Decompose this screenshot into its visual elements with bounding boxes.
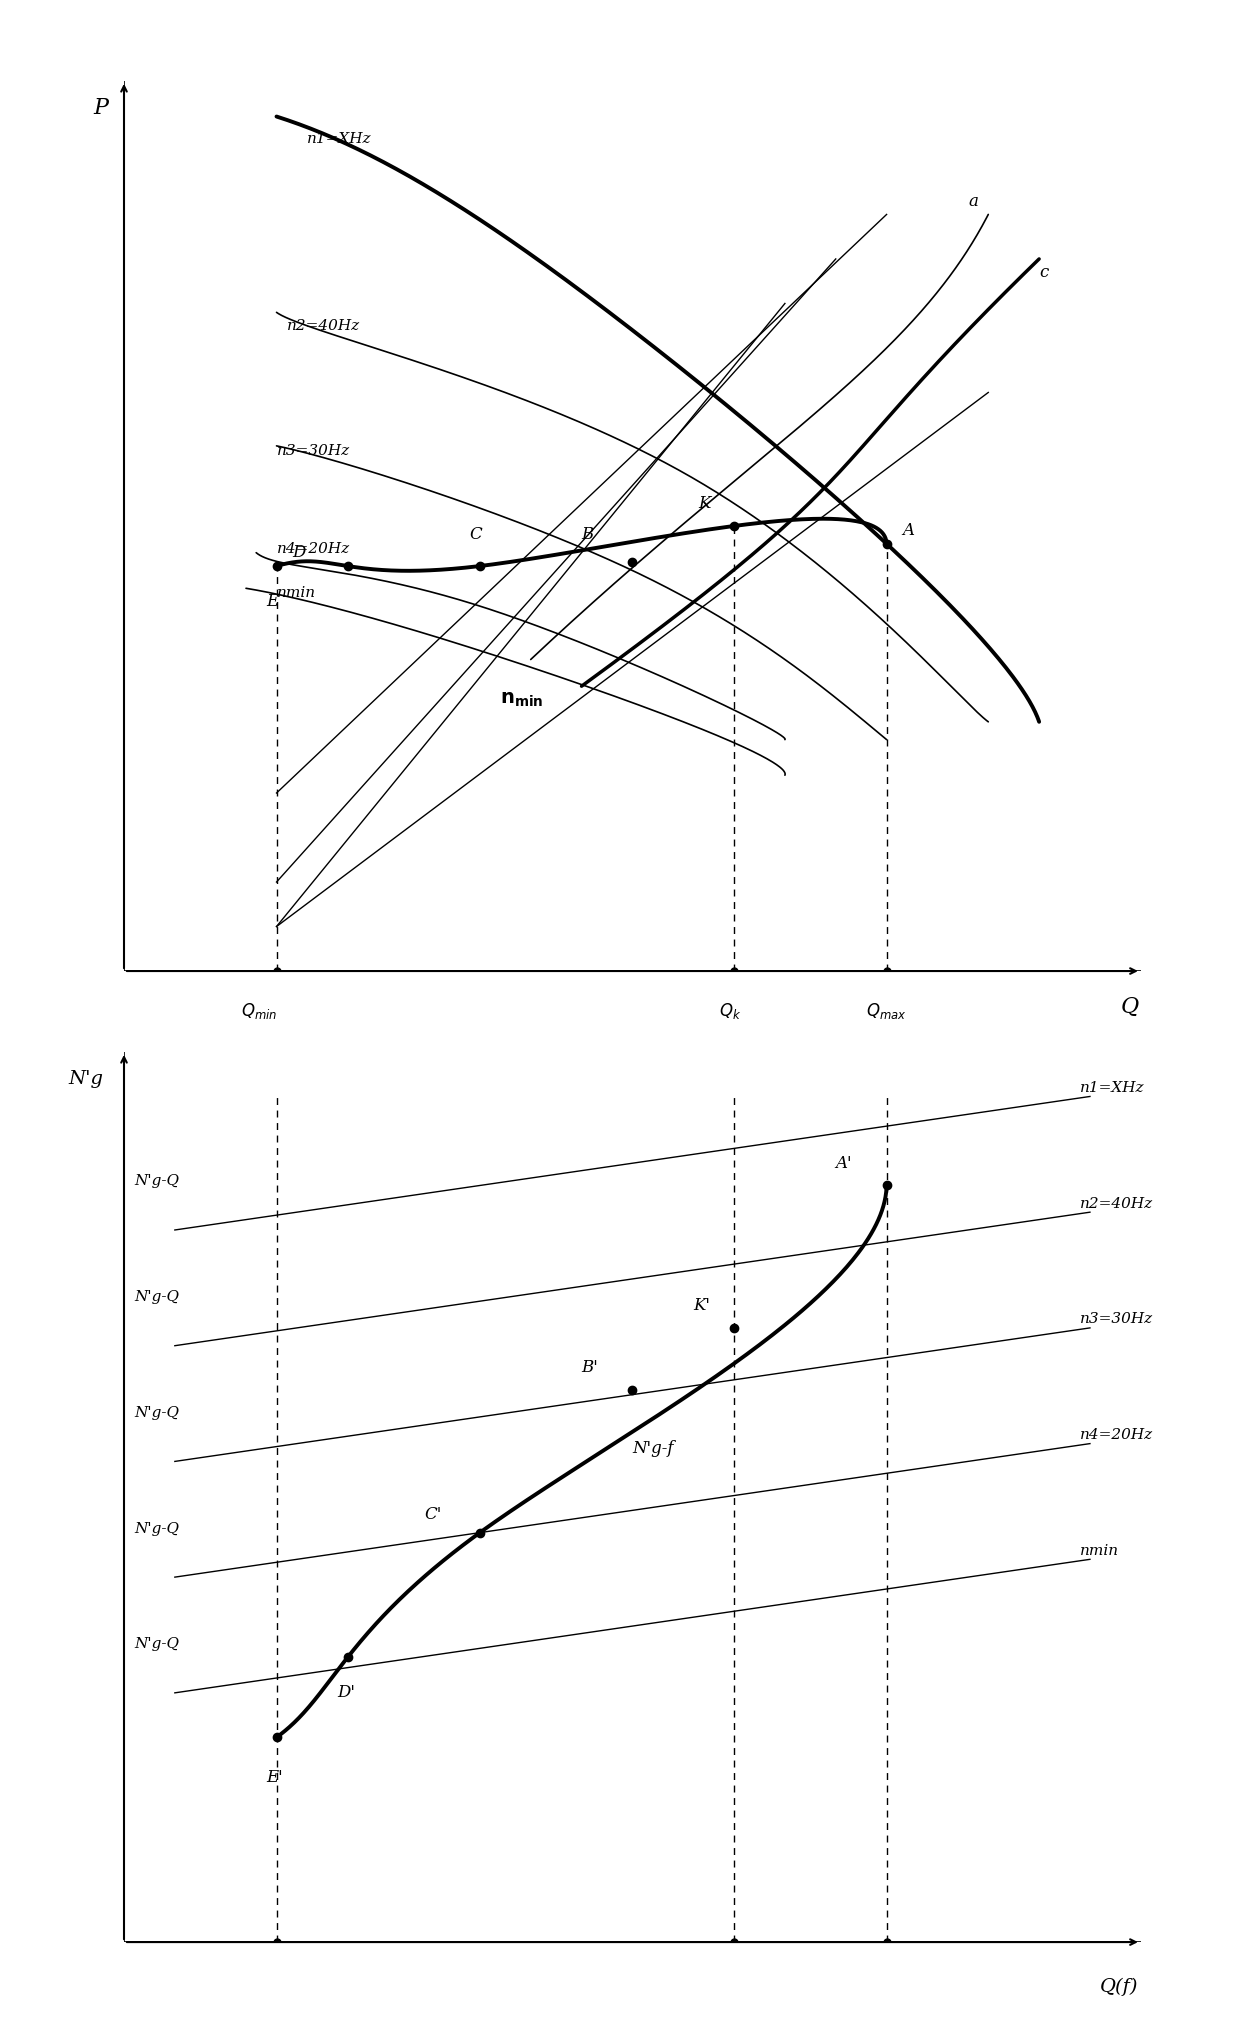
Text: B': B' <box>582 1359 599 1376</box>
Text: N'g-Q: N'g-Q <box>134 1637 179 1651</box>
Text: n4=20Hz: n4=20Hz <box>277 542 350 556</box>
Text: K': K' <box>693 1297 711 1315</box>
Text: N'g-Q: N'g-Q <box>134 1175 179 1188</box>
Text: P: P <box>93 97 108 119</box>
Text: n4=20Hz: n4=20Hz <box>1080 1428 1153 1442</box>
Text: $Q_{min}$: $Q_{min}$ <box>241 1001 278 1020</box>
Text: nmin: nmin <box>1080 1544 1118 1558</box>
Text: A: A <box>901 522 914 538</box>
Text: N'g-f: N'g-f <box>632 1440 673 1457</box>
Text: n1=XHz: n1=XHz <box>308 131 372 146</box>
Text: D: D <box>291 544 305 560</box>
Text: K: K <box>698 496 711 512</box>
Text: E: E <box>267 593 279 611</box>
Text: C: C <box>470 526 482 544</box>
Text: A': A' <box>836 1155 852 1171</box>
Text: D': D' <box>337 1685 356 1701</box>
Text: E': E' <box>267 1768 283 1786</box>
Text: c: c <box>1039 263 1048 281</box>
Text: n3=30Hz: n3=30Hz <box>1080 1313 1153 1327</box>
Text: N'g-Q: N'g-Q <box>134 1406 179 1420</box>
Text: n3=30Hz: n3=30Hz <box>277 443 350 457</box>
Text: a: a <box>968 192 978 210</box>
Text: N'g: N'g <box>68 1070 103 1088</box>
Text: n2=40Hz: n2=40Hz <box>1080 1198 1153 1210</box>
Text: n1=XHz: n1=XHz <box>1080 1080 1145 1094</box>
Text: B: B <box>582 526 594 544</box>
Text: nmin: nmin <box>277 587 316 601</box>
Text: Q(f): Q(f) <box>1100 1976 1138 1997</box>
Text: $Q_k$: $Q_k$ <box>719 1001 742 1020</box>
Text: N'g-Q: N'g-Q <box>134 1521 179 1535</box>
Text: n2=40Hz: n2=40Hz <box>286 320 360 334</box>
Text: $\mathbf{n_{min}}$: $\mathbf{n_{min}}$ <box>500 692 544 710</box>
Text: Q: Q <box>1121 995 1138 1018</box>
Text: N'g-Q: N'g-Q <box>134 1291 179 1305</box>
Text: $Q_{max}$: $Q_{max}$ <box>867 1001 906 1020</box>
Text: C': C' <box>424 1507 441 1523</box>
